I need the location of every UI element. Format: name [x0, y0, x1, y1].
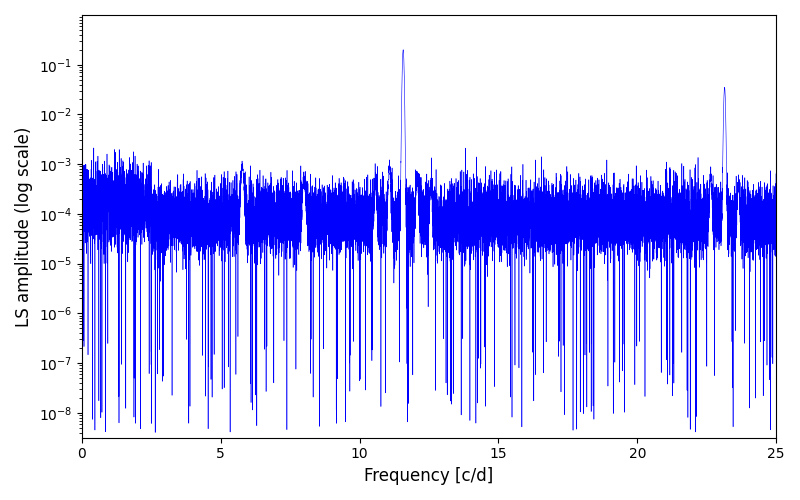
X-axis label: Frequency [c/d]: Frequency [c/d]: [364, 467, 494, 485]
Y-axis label: LS amplitude (log scale): LS amplitude (log scale): [15, 126, 33, 326]
